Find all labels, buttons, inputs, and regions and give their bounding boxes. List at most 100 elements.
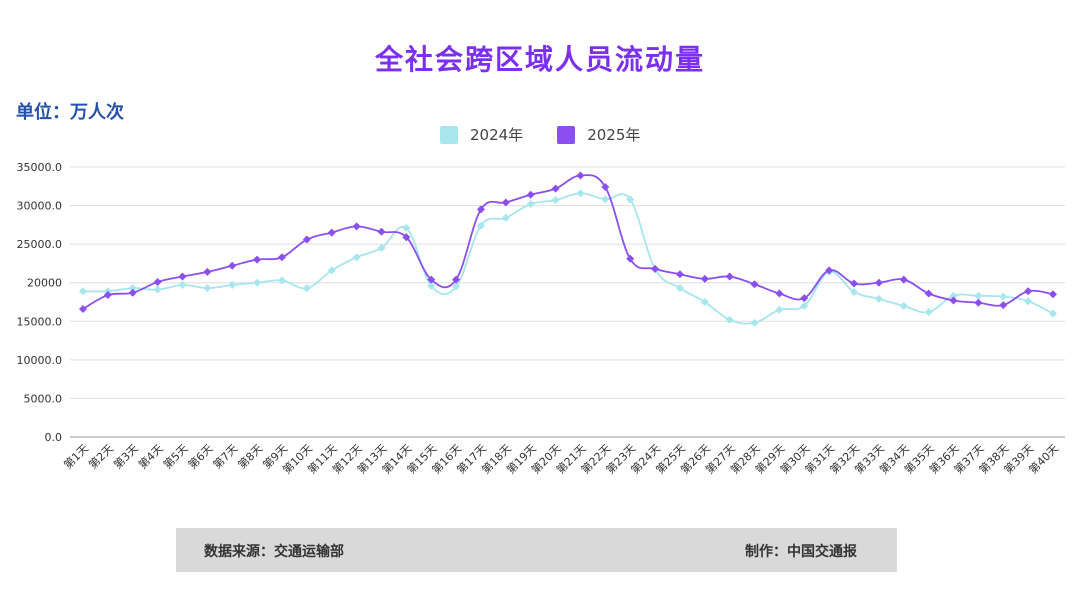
data-point-2024-day13: [377, 244, 386, 252]
data-point-2025-day7: [228, 261, 237, 270]
data-point-2024-day23: [626, 195, 635, 204]
y-tick-label-7: 35000.0: [17, 161, 63, 174]
data-point-2024-day7: [228, 281, 237, 290]
data-point-2025-day25: [675, 270, 684, 279]
data-point-2024-day4: [153, 285, 162, 294]
data-point-2024-day27: [725, 315, 734, 324]
data-point-2025-day22: [601, 183, 610, 192]
y-tick-label-1: 5000.0: [24, 392, 63, 405]
y-tick-label-4: 20000: [27, 277, 62, 290]
data-point-2024-day38: [999, 292, 1008, 301]
data-point-2025-day24: [651, 264, 660, 273]
data-point-2025-day33: [874, 278, 883, 287]
data-point-2024-day17: [476, 221, 485, 230]
data-point-2024-day15: [427, 281, 436, 290]
y-tick-label-2: 10000.0: [17, 354, 63, 367]
data-point-2025-day1: [79, 304, 87, 313]
unit-label: 单位：万人次: [16, 102, 124, 123]
legend-label-2025: 2025年: [587, 126, 641, 144]
data-point-2025-day8: [253, 255, 262, 264]
x-tick-label-6: 第6天: [185, 441, 215, 471]
footer-bar: 数据来源：交通运输部 制作：中国交通报: [176, 528, 897, 572]
data-point-2024-day18: [501, 213, 510, 222]
data-point-2024-day6: [203, 284, 212, 293]
data-point-2025-day3: [128, 288, 137, 297]
data-point-2024-day35: [924, 308, 933, 317]
data-point-2024-day14: [402, 223, 411, 232]
data-point-2025-day15: [427, 275, 436, 284]
data-point-2024-day8: [253, 278, 262, 287]
data-point-2024-day40: [1049, 309, 1057, 318]
data-point-2025-day28: [750, 280, 759, 289]
legend-swatch-2024: [440, 125, 458, 144]
data-point-2024-day30: [800, 301, 809, 310]
data-point-2025-day30: [800, 294, 809, 303]
data-point-2025-day20: [551, 184, 560, 193]
data-point-2025-day16: [452, 275, 461, 284]
data-point-2024-day1: [79, 287, 87, 296]
data-point-2025-day4: [153, 277, 162, 286]
data-point-2025-day27: [725, 272, 734, 281]
data-point-2024-day11: [327, 266, 336, 275]
data-point-2025-day18: [501, 198, 510, 207]
data-point-2025-day32: [850, 279, 859, 288]
x-tick-label-2: 第2天: [86, 441, 116, 471]
legend-swatch-2025: [557, 125, 576, 144]
data-point-2025-day14: [402, 233, 411, 242]
data-point-2024-day34: [899, 301, 908, 310]
series-line-2024: [82, 192, 1054, 325]
data-point-2024-day21: [576, 189, 585, 198]
data-point-2025-day38: [999, 301, 1008, 310]
x-tick-label-1: 第1天: [61, 441, 91, 471]
data-point-2024-day12: [352, 253, 361, 262]
data-point-2024-day36: [949, 291, 958, 300]
data-point-2025-day31: [825, 266, 834, 275]
y-tick-label-3: 15000.0: [17, 315, 63, 328]
data-point-2025-day5: [178, 272, 187, 281]
producer: 制作：中国交通报: [745, 544, 857, 560]
data-point-2024-day19: [526, 200, 535, 209]
x-tick-label-4: 第4天: [135, 441, 165, 471]
y-tick-label-6: 30000.0: [17, 200, 63, 213]
data-point-2024-day26: [700, 298, 709, 306]
chart-title: 全社会跨区域人员流动量: [374, 43, 705, 76]
data-point-2024-day20: [551, 196, 560, 205]
data-point-2025-day37: [974, 298, 983, 307]
data-point-2025-day36: [949, 296, 958, 305]
data-point-2024-day22: [601, 195, 610, 204]
data-point-2025-day39: [1024, 287, 1033, 296]
data-point-2024-day25: [675, 284, 684, 293]
data-point-2024-day9: [277, 276, 286, 285]
data-point-2025-day23: [626, 254, 635, 263]
y-tick-label-0: 0.0: [45, 431, 63, 444]
x-tick-label-3: 第3天: [110, 441, 140, 471]
data-point-2024-day10: [302, 284, 311, 293]
x-tick-label-5: 第5天: [160, 441, 190, 471]
data-point-2025-day6: [203, 267, 212, 276]
data-point-2025-day34: [899, 275, 908, 284]
legend-item-2025[interactable]: 2025年: [557, 124, 640, 145]
data-point-2025-day40: [1049, 290, 1057, 299]
data-point-2025-day35: [924, 289, 933, 298]
data-point-2024-day28: [750, 318, 759, 327]
y-tick-label-5: 25000.0: [17, 238, 63, 251]
data-point-2024-day5: [178, 281, 187, 290]
data-point-2025-day19: [526, 190, 535, 199]
series-line-2025: [82, 174, 1054, 310]
legend-label-2024: 2024年: [470, 126, 524, 144]
data-point-2024-day29: [775, 305, 784, 314]
data-point-2025-day9: [277, 253, 286, 262]
legend: 2024年 2025年: [440, 124, 674, 145]
data-point-2025-day21: [576, 171, 585, 180]
legend-item-2024[interactable]: 2024年: [440, 124, 523, 145]
data-point-2025-day29: [775, 289, 784, 298]
data-point-2024-day33: [874, 294, 883, 303]
data-point-2024-day16: [452, 282, 461, 291]
x-tick-label-8: 第8天: [235, 441, 265, 471]
data-point-2024-day37: [974, 291, 983, 300]
data-point-2025-day12: [352, 222, 361, 231]
data-point-2024-day39: [1024, 297, 1033, 306]
x-tick-label-7: 第7天: [210, 441, 240, 471]
data-point-2024-day3: [128, 284, 137, 293]
